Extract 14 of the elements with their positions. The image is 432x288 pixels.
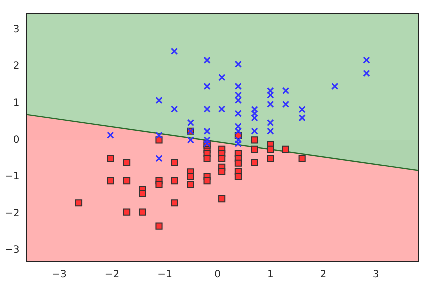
x-tick-label: −2	[104, 270, 120, 281]
y-tick-label: 1	[13, 98, 20, 110]
y-tick-label: 3	[13, 24, 20, 36]
x-tick-label: 2	[320, 270, 327, 281]
y-tick-label: −3	[4, 245, 20, 256]
x-tick-label: 1	[267, 270, 274, 281]
y-tick-label: −1	[4, 172, 20, 183]
y-tick-label: 0	[13, 134, 20, 146]
x-tick-label: 3	[373, 270, 380, 281]
x-tick-label: −3	[52, 270, 67, 281]
x-tick-label: −1	[158, 270, 172, 281]
x-tick-label: 0	[214, 270, 222, 281]
y-tick-label: −2	[4, 208, 20, 220]
y-tick-label: 2	[13, 61, 20, 72]
